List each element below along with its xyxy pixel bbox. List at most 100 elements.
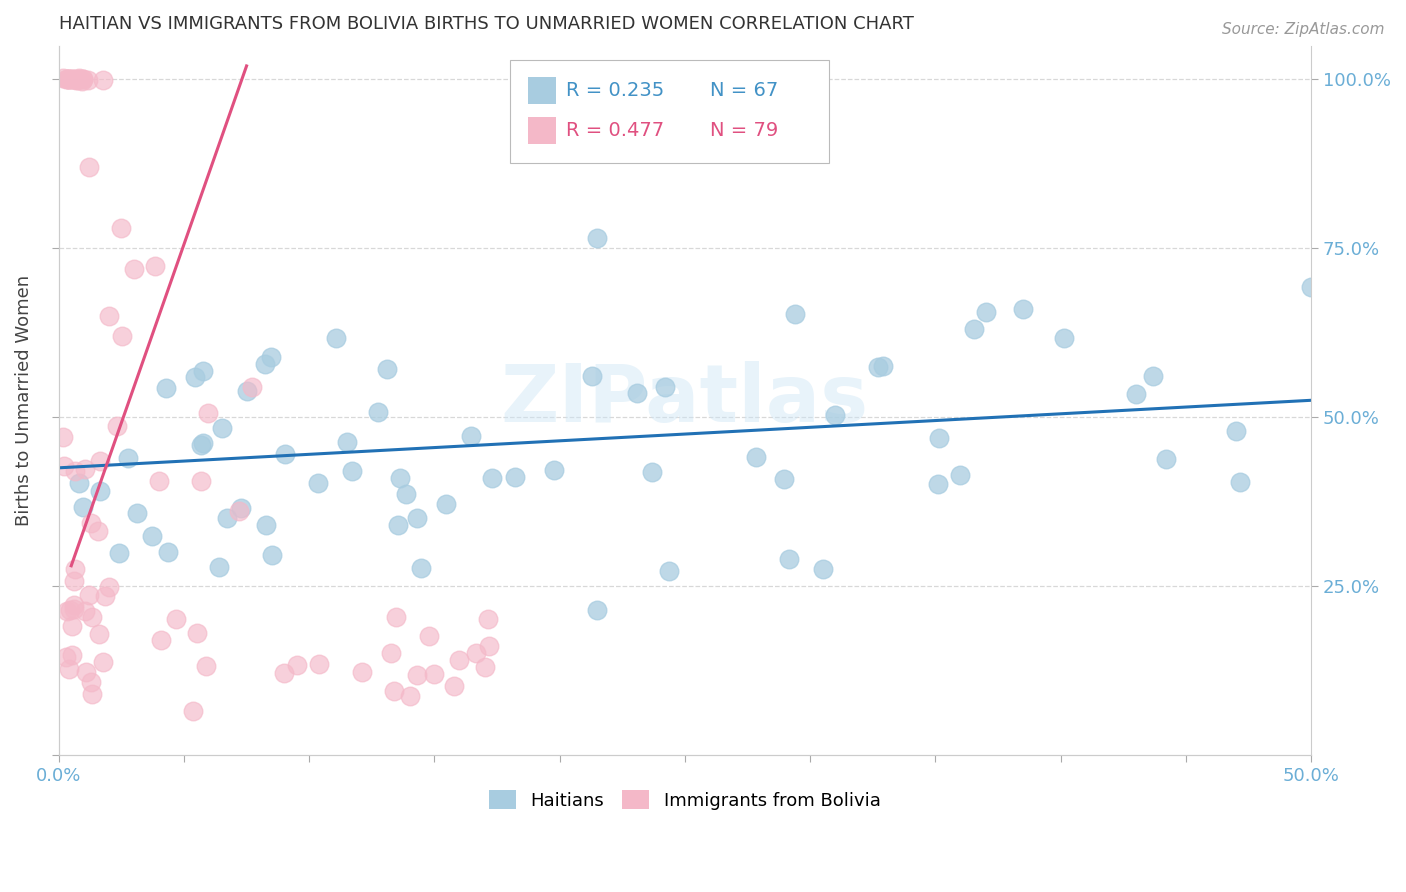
Bar bbox=[529, 77, 555, 103]
Point bbox=[62, 599, 84, 613]
Y-axis label: Births to Unmarried Women: Births to Unmarried Women bbox=[15, 275, 32, 526]
Point bbox=[406, 667, 429, 681]
Point bbox=[66, 73, 89, 87]
Point bbox=[464, 646, 486, 660]
Point bbox=[62, 72, 84, 87]
Point bbox=[67, 70, 90, 85]
Point bbox=[543, 463, 565, 477]
Point bbox=[949, 467, 972, 482]
Point bbox=[122, 261, 145, 276]
Point bbox=[449, 653, 471, 667]
Point bbox=[418, 629, 440, 643]
Point bbox=[193, 436, 215, 450]
Point bbox=[460, 429, 482, 443]
Point bbox=[91, 73, 114, 87]
Point bbox=[56, 72, 79, 87]
Point bbox=[928, 431, 950, 445]
Legend: Haitians, Immigrants from Bolivia: Haitians, Immigrants from Bolivia bbox=[482, 783, 889, 817]
Point bbox=[395, 487, 418, 501]
Point bbox=[97, 309, 120, 323]
Point bbox=[586, 231, 609, 245]
Point bbox=[380, 646, 402, 660]
Point bbox=[75, 604, 97, 618]
Point bbox=[927, 476, 949, 491]
Point bbox=[58, 72, 80, 87]
Point bbox=[443, 679, 465, 693]
Point bbox=[87, 627, 110, 641]
Point bbox=[86, 524, 108, 539]
Point bbox=[1229, 475, 1251, 489]
Point bbox=[745, 450, 768, 464]
Point bbox=[55, 72, 77, 87]
Point bbox=[505, 470, 527, 484]
Point bbox=[872, 359, 894, 373]
Point bbox=[367, 405, 389, 419]
Text: N = 67: N = 67 bbox=[710, 81, 779, 100]
Point bbox=[772, 473, 794, 487]
Point bbox=[89, 484, 111, 499]
Point bbox=[80, 674, 103, 689]
Point bbox=[1154, 451, 1177, 466]
Point bbox=[58, 72, 80, 87]
Point bbox=[56, 71, 79, 86]
Point bbox=[62, 574, 84, 588]
Point bbox=[308, 657, 330, 671]
Point bbox=[1012, 302, 1035, 317]
Point bbox=[399, 689, 422, 703]
Point bbox=[811, 562, 834, 576]
Point bbox=[474, 660, 496, 674]
Point bbox=[73, 462, 96, 476]
Point bbox=[215, 511, 238, 525]
Point bbox=[156, 545, 179, 559]
Point bbox=[229, 500, 252, 515]
Point bbox=[477, 611, 499, 625]
Point bbox=[195, 659, 218, 673]
Point bbox=[143, 259, 166, 273]
Point bbox=[79, 516, 101, 530]
Text: R = 0.235: R = 0.235 bbox=[567, 81, 664, 100]
Text: HAITIAN VS IMMIGRANTS FROM BOLIVIA BIRTHS TO UNMARRIED WOMEN CORRELATION CHART: HAITIAN VS IMMIGRANTS FROM BOLIVIA BIRTH… bbox=[59, 15, 914, 33]
Point bbox=[581, 368, 603, 383]
Point bbox=[110, 221, 132, 235]
Point bbox=[181, 704, 204, 718]
Point bbox=[409, 561, 432, 575]
Point bbox=[117, 450, 139, 465]
Point bbox=[59, 603, 82, 617]
Point bbox=[148, 474, 170, 488]
Point bbox=[658, 564, 681, 578]
Point bbox=[58, 662, 80, 676]
Point bbox=[208, 560, 231, 574]
Point bbox=[260, 548, 283, 562]
Point bbox=[325, 331, 347, 345]
Point bbox=[273, 665, 295, 680]
Point bbox=[89, 454, 111, 468]
Point bbox=[75, 665, 97, 680]
Point bbox=[866, 360, 889, 375]
Point bbox=[165, 612, 187, 626]
Point bbox=[52, 70, 75, 85]
Point bbox=[385, 610, 408, 624]
Point bbox=[640, 465, 662, 479]
Point bbox=[382, 684, 405, 698]
Point bbox=[53, 458, 76, 473]
Point bbox=[66, 72, 89, 87]
Point bbox=[240, 380, 263, 394]
Point bbox=[77, 588, 100, 602]
Point bbox=[1053, 331, 1076, 345]
Point bbox=[70, 74, 93, 88]
Point bbox=[55, 650, 77, 665]
Point bbox=[273, 447, 295, 461]
Point bbox=[1225, 424, 1247, 438]
Point bbox=[586, 602, 609, 616]
Point bbox=[60, 72, 83, 87]
Point bbox=[963, 322, 986, 336]
Point bbox=[260, 350, 283, 364]
Point bbox=[211, 421, 233, 435]
Point bbox=[63, 562, 86, 576]
Point bbox=[478, 639, 501, 653]
Point bbox=[107, 546, 129, 560]
Point bbox=[1299, 279, 1322, 293]
Point bbox=[228, 504, 250, 518]
Point bbox=[406, 511, 429, 525]
Point bbox=[253, 357, 276, 371]
